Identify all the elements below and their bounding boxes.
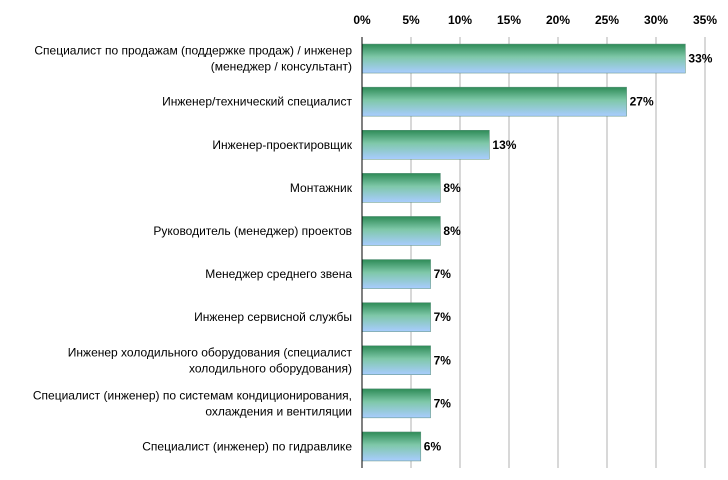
bar	[361, 259, 431, 289]
data-label: 13%	[492, 138, 516, 152]
bars	[361, 43, 686, 462]
bar	[361, 302, 431, 332]
category-label: Специалист (инженер) по системам кондици…	[33, 388, 352, 402]
category-label: Инженер холодильного оборудования (специ…	[68, 345, 353, 359]
x-tick-label: 20%	[546, 13, 570, 27]
data-label: 33%	[688, 52, 712, 66]
category-labels: Специалист по продажам (поддержке продаж…	[33, 44, 353, 454]
data-label: 8%	[443, 224, 461, 238]
data-label: 7%	[434, 267, 452, 281]
bar	[361, 43, 686, 74]
x-axis-ticks: 0% 5% 10% 15% 20% 25% 30% 35%	[353, 13, 717, 27]
data-label: 6%	[424, 439, 442, 453]
data-label: 27%	[630, 95, 654, 109]
data-labels: 33% 27% 13% 8% 8% 7% 7% 7% 7% 6%	[424, 52, 713, 454]
x-tick-label: 0%	[353, 13, 371, 27]
x-tick-label: 35%	[693, 13, 717, 27]
bar	[361, 345, 431, 375]
category-label: Менеджер среднего звена	[205, 267, 352, 281]
category-label: Специалист (инженер) по гидравлике	[142, 439, 352, 453]
data-label: 7%	[434, 353, 452, 367]
category-label: Инженер/технический специалист	[162, 95, 352, 109]
category-label: Специалист по продажам (поддержке продаж…	[34, 44, 352, 58]
category-label: Монтажник	[290, 181, 353, 195]
bar	[361, 388, 431, 419]
x-tick-label: 30%	[644, 13, 668, 27]
x-tick-label: 5%	[402, 13, 420, 27]
x-tick-label: 10%	[448, 13, 472, 27]
category-label: охлаждения и вентиляции	[205, 404, 352, 418]
bar	[361, 431, 422, 462]
data-label: 7%	[434, 396, 452, 410]
category-label: Инженер сервисной службы	[194, 310, 352, 324]
category-label: холодильного оборудования)	[189, 361, 352, 375]
data-label: 8%	[443, 181, 461, 195]
bar	[361, 173, 441, 203]
category-label: (менеджер / консультант)	[211, 60, 352, 74]
category-label: Инженер-проектировщик	[212, 138, 352, 152]
data-label: 7%	[434, 310, 452, 324]
x-tick-label: 25%	[595, 13, 619, 27]
category-label: Руководитель (менеджер) проектов	[153, 224, 352, 238]
bar	[361, 130, 490, 160]
bar	[361, 216, 441, 246]
bar	[361, 86, 627, 117]
x-tick-label: 15%	[497, 13, 521, 27]
